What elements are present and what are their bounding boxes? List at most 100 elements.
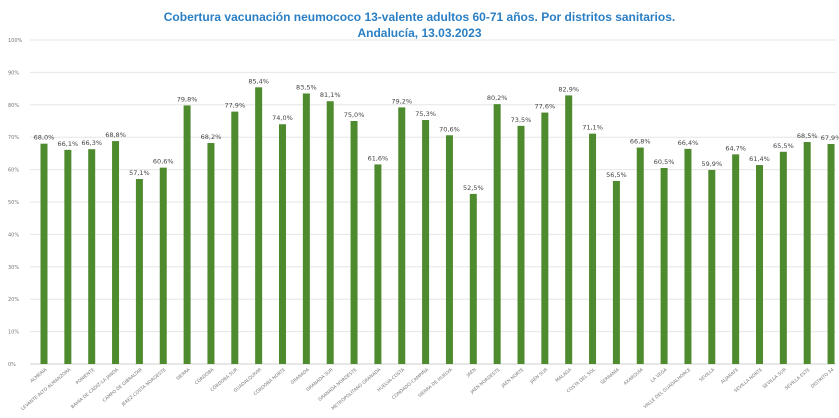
bar [112, 141, 120, 364]
category-label: VALLE DEL GUADALHORCE [642, 367, 692, 410]
y-tick-label: 90% [8, 70, 19, 76]
data-label: 77,6% [535, 103, 556, 111]
category-label: JAÉN SUR [527, 365, 549, 385]
data-label: 77,9% [224, 102, 245, 110]
category-label: PONIENTE [75, 367, 96, 386]
data-label: 79,2% [391, 97, 412, 105]
bar [827, 144, 835, 364]
bar [493, 104, 501, 364]
y-tick-label: 50% [8, 200, 19, 206]
category-label: AXARQUÍA [622, 366, 645, 387]
bar [445, 135, 453, 364]
data-label: 65,5% [773, 142, 794, 150]
data-label: 61,4% [749, 155, 770, 163]
data-label: 68,2% [201, 133, 222, 141]
data-label: 75,0% [344, 111, 365, 119]
data-label: 85,4% [248, 77, 269, 85]
data-label: 81,1% [320, 91, 341, 99]
data-label: 66,8% [630, 138, 651, 146]
category-label: GRANADA NORDESTE [317, 367, 358, 403]
bar [135, 178, 143, 364]
category-label: DISTRITO 34 [810, 367, 836, 390]
bar [565, 95, 573, 365]
data-label: 66,1% [58, 140, 79, 148]
data-label: 82,9% [558, 85, 579, 93]
y-tick-label: 40% [8, 232, 19, 238]
bar [40, 143, 48, 364]
data-label: 70,6% [439, 125, 460, 133]
bar [612, 180, 620, 364]
data-label: 75,3% [415, 110, 436, 118]
bar [469, 193, 477, 364]
bar [374, 164, 382, 364]
data-label: 67,9% [821, 134, 839, 142]
category-label: JEREZ-COSTA NOROESTE [120, 367, 168, 408]
category-label: SEVILLA [698, 366, 717, 383]
bar [231, 111, 239, 364]
data-label: 68,0% [34, 134, 55, 142]
bar [64, 149, 72, 364]
chart-subtitle: Andalucía, 13.03.2023 [357, 26, 482, 40]
data-label: 59,9% [701, 160, 722, 168]
bar [255, 87, 263, 364]
data-label: 66,3% [81, 139, 102, 147]
data-label: 83,5% [296, 83, 317, 91]
bar [541, 112, 549, 365]
data-label: 60,6% [153, 158, 174, 166]
bar [183, 105, 191, 364]
y-tick-label: 20% [8, 297, 19, 303]
bar [422, 120, 430, 364]
bar [779, 151, 787, 364]
bar [708, 169, 716, 364]
data-labels: 68,0%66,1% 66,3%68,8% 57,1%60,6% 79,8% 68,2%… [34, 77, 839, 192]
bar [589, 133, 597, 364]
bar [302, 93, 310, 365]
data-label: 56,5% [606, 171, 627, 179]
data-label: 52,5% [463, 184, 484, 192]
bar [517, 125, 525, 364]
data-label: 57,1% [129, 169, 150, 177]
category-label: GRANADA [290, 366, 312, 386]
category-label: JAÉN [464, 365, 478, 379]
data-label: 64,7% [725, 144, 746, 152]
data-label: 79,8% [177, 95, 198, 103]
data-label: 74,0% [272, 114, 293, 122]
bar [756, 165, 763, 364]
category-label: ALMERÍA [29, 366, 49, 385]
bars [40, 87, 835, 365]
y-tick-label: 70% [8, 135, 19, 141]
data-label: 60,5% [654, 158, 675, 166]
data-label: 61,6% [368, 154, 389, 162]
category-label: METROPOLITANO GRANADA [330, 366, 382, 411]
category-label: ALJARAFE [720, 367, 740, 385]
bar [159, 167, 167, 364]
y-tick-label: 100% [8, 38, 23, 44]
category-label: LEVANTE-ALTO ALMANZORA [20, 366, 73, 412]
category-label: MÁLAGA [554, 366, 574, 384]
bar [326, 101, 334, 365]
category-label: CÓRDOBA [193, 366, 216, 387]
y-axis-ticks: 0% 10% 20% 30% 40% 50% 60% 70% 80% 90% 100% [8, 38, 23, 368]
bar [660, 167, 668, 364]
chart-title: Cobertura vacunación neumococo 13-valent… [163, 10, 676, 24]
bar [350, 121, 358, 364]
y-tick-label: 0% [8, 362, 16, 368]
category-label: JAÉN NORTE [498, 365, 525, 389]
category-label: LA VEGA [650, 366, 670, 384]
category-label: SERRANÍA [599, 366, 622, 386]
data-label: 68,8% [105, 131, 126, 139]
bar [636, 147, 644, 364]
bar [684, 148, 692, 364]
category-label: CAMPO DE GIBRALTAR [102, 367, 144, 404]
bar [803, 142, 811, 364]
data-label: 80,2% [487, 94, 508, 102]
data-label: 68,5% [797, 132, 818, 140]
bar [88, 149, 96, 364]
data-label: 73,5% [511, 116, 532, 124]
bar [732, 154, 740, 364]
data-label: 71,1% [582, 124, 603, 132]
bar [398, 107, 406, 364]
bar [207, 143, 215, 364]
